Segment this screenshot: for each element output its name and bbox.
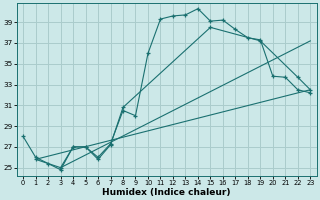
X-axis label: Humidex (Indice chaleur): Humidex (Indice chaleur) <box>102 188 231 197</box>
